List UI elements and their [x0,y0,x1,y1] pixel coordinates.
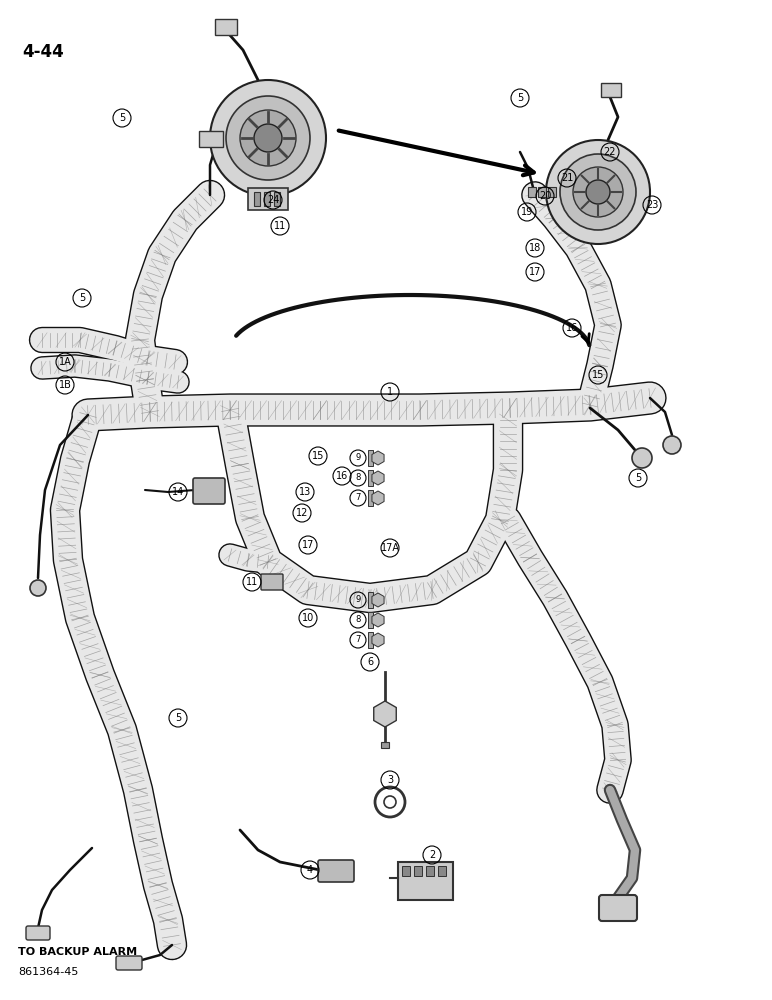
Bar [368,470,373,486]
Text: 22: 22 [604,147,616,157]
Circle shape [663,436,681,454]
Circle shape [226,96,310,180]
Bar [274,192,280,206]
FancyBboxPatch shape [599,895,637,921]
FancyBboxPatch shape [318,860,354,882]
FancyBboxPatch shape [215,19,237,35]
Text: 9: 9 [355,454,361,462]
Bar [254,192,260,206]
Text: 3: 3 [387,775,393,785]
Text: 6: 6 [367,657,373,667]
Text: 17A: 17A [381,543,399,553]
Bar [264,192,270,206]
Text: 11: 11 [274,221,286,231]
Bar [402,866,410,876]
Text: 13: 13 [299,487,311,497]
Text: 4-44: 4-44 [22,43,64,61]
Text: 4: 4 [307,865,313,875]
Text: 9: 9 [355,595,361,604]
Circle shape [240,110,296,166]
Circle shape [546,140,650,244]
Bar [438,866,446,876]
FancyBboxPatch shape [601,83,621,97]
FancyBboxPatch shape [248,188,288,210]
Text: 16: 16 [566,323,578,333]
Text: 24: 24 [267,195,279,205]
FancyBboxPatch shape [193,478,225,504]
Text: 15: 15 [312,451,324,461]
Text: 17: 17 [529,267,541,277]
Text: 20: 20 [539,191,551,201]
FancyBboxPatch shape [26,926,50,940]
Circle shape [632,448,652,468]
Text: 7: 7 [355,493,361,502]
Text: 5: 5 [119,113,125,123]
Text: 1A: 1A [59,357,71,367]
FancyBboxPatch shape [261,574,283,590]
Text: 11: 11 [245,577,258,587]
Bar [381,742,389,748]
Text: 1: 1 [387,387,393,397]
Text: 12: 12 [296,508,308,518]
Bar [368,612,373,628]
Bar [368,450,373,466]
FancyBboxPatch shape [398,862,453,900]
Text: 23: 23 [646,200,659,210]
Text: 21: 21 [560,173,573,183]
Bar [368,490,373,506]
Text: 19: 19 [521,207,533,217]
Bar [548,187,556,197]
Circle shape [573,167,623,217]
Circle shape [30,580,46,596]
Text: 14: 14 [172,487,185,497]
Text: 15: 15 [592,370,604,380]
Text: 861364-45: 861364-45 [18,967,79,977]
Text: 8: 8 [355,615,361,624]
Bar [368,632,373,648]
Bar [538,187,546,197]
Text: 2: 2 [429,850,435,860]
Circle shape [560,154,636,230]
Text: 1B: 1B [59,380,72,390]
Text: TO BACKUP ALARM: TO BACKUP ALARM [18,947,137,957]
Circle shape [210,80,326,196]
FancyBboxPatch shape [199,131,223,147]
Text: 5: 5 [635,473,641,483]
Text: 7: 7 [355,636,361,645]
Text: 5: 5 [517,93,523,103]
Text: 17: 17 [302,540,314,550]
Circle shape [254,124,282,152]
Text: 18: 18 [529,243,541,253]
Circle shape [586,180,610,204]
Bar [414,866,422,876]
Text: 5: 5 [175,713,181,723]
Text: 16: 16 [336,471,348,481]
Text: 8: 8 [355,474,361,483]
Bar [426,866,434,876]
FancyBboxPatch shape [116,956,142,970]
Bar [368,592,373,608]
Text: 10: 10 [302,613,314,623]
Bar [528,187,536,197]
Text: 5: 5 [79,293,85,303]
